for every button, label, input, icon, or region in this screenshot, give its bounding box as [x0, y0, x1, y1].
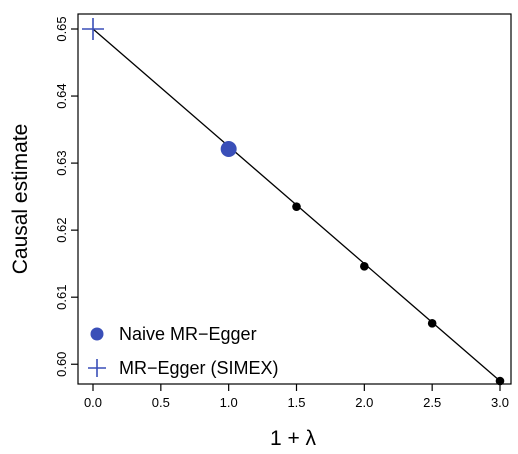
- y-tick-label: 0.65: [54, 16, 69, 41]
- y-tick-label: 0.61: [54, 285, 69, 310]
- y-axis-title: Causal estimate: [9, 124, 32, 275]
- x-tick-label: 2.0: [355, 395, 373, 410]
- x-axis: 0.0 0.5 1.0 1.5 2.0 2.5 3.0: [84, 384, 509, 410]
- legend-label-naive: Naive MR−Egger: [119, 324, 257, 344]
- legend-marker-naive: [90, 327, 104, 341]
- mr-egger-simex-point: [82, 18, 104, 40]
- y-tick-label: 0.64: [54, 83, 69, 108]
- simulation-point: [427, 319, 437, 328]
- naive-mr-egger-point: [220, 141, 237, 158]
- y-tick-label: 0.62: [54, 217, 69, 242]
- x-tick-label: 0.0: [84, 395, 102, 410]
- x-tick-label: 1.5: [287, 395, 305, 410]
- x-tick-label: 2.5: [423, 395, 441, 410]
- plot-frame: [77, 13, 512, 385]
- x-tick-label: 1.0: [220, 395, 238, 410]
- y-tick-label: 0.60: [54, 352, 69, 377]
- x-axis-title: 1 + λ: [270, 427, 317, 450]
- x-tick-label: 0.5: [152, 395, 170, 410]
- simulation-point: [360, 262, 369, 271]
- legend-marker-simex: [88, 359, 106, 377]
- legend-label-simex: MR−Egger (SIMEX): [119, 358, 279, 378]
- simulation-point: [495, 376, 505, 386]
- simulation-points: [292, 202, 505, 386]
- simulation-point: [292, 202, 301, 211]
- legend: Naive MR−Egger MR−Egger (SIMEX): [88, 324, 279, 378]
- series-marks: [82, 18, 237, 158]
- y-axis: 0.60 0.61 0.62 0.63 0.64 0.65: [54, 16, 78, 377]
- y-tick-label: 0.63: [54, 150, 69, 175]
- x-tick-label: 3.0: [491, 395, 509, 410]
